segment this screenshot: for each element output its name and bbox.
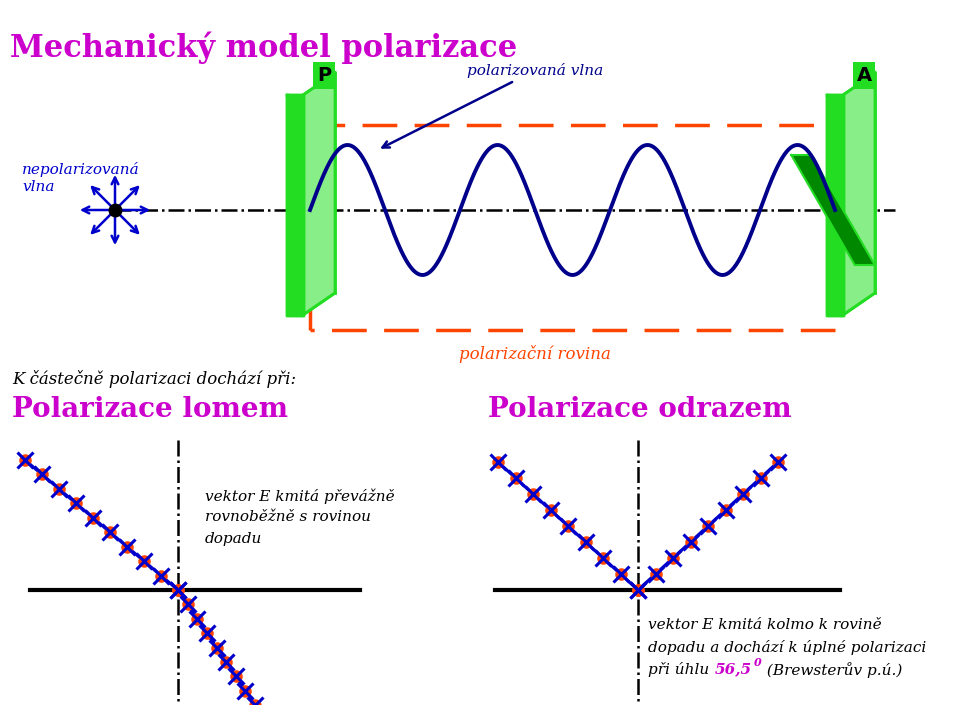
- Text: (Brewsterův p.ú.): (Brewsterův p.ú.): [762, 662, 902, 678]
- Text: nepolarizovaná
vlna: nepolarizovaná vlna: [22, 162, 140, 195]
- Text: při úhlu: při úhlu: [648, 662, 714, 677]
- Text: 0: 0: [754, 657, 761, 668]
- Text: K částečně polarizaci dochází při:: K částečně polarizaci dochází při:: [12, 370, 296, 388]
- Text: Mechanický model polarizace: Mechanický model polarizace: [10, 32, 517, 64]
- Text: Polarizace odrazem: Polarizace odrazem: [488, 396, 792, 423]
- Text: 56,5: 56,5: [715, 662, 752, 676]
- Polygon shape: [287, 95, 303, 315]
- Polygon shape: [843, 73, 875, 315]
- Text: polarizační rovina: polarizační rovina: [459, 345, 611, 363]
- Text: P: P: [317, 66, 331, 85]
- Text: dopadu a dochází k úplné polarizaci: dopadu a dochází k úplné polarizaci: [648, 640, 926, 655]
- Polygon shape: [791, 155, 875, 265]
- Polygon shape: [303, 73, 335, 315]
- Text: vektor E kmitá převážně: vektor E kmitá převážně: [205, 488, 395, 503]
- Text: vektor E kmitá kolmo k rovině: vektor E kmitá kolmo k rovině: [648, 618, 881, 632]
- Text: A: A: [856, 66, 872, 85]
- Text: Polarizace lomem: Polarizace lomem: [12, 396, 288, 423]
- Text: polarizovaná vlna: polarizovaná vlna: [382, 63, 603, 147]
- Polygon shape: [827, 95, 843, 315]
- Text: rovnoběžně s rovinou: rovnoběžně s rovinou: [205, 510, 371, 524]
- Text: dopadu: dopadu: [205, 532, 262, 546]
